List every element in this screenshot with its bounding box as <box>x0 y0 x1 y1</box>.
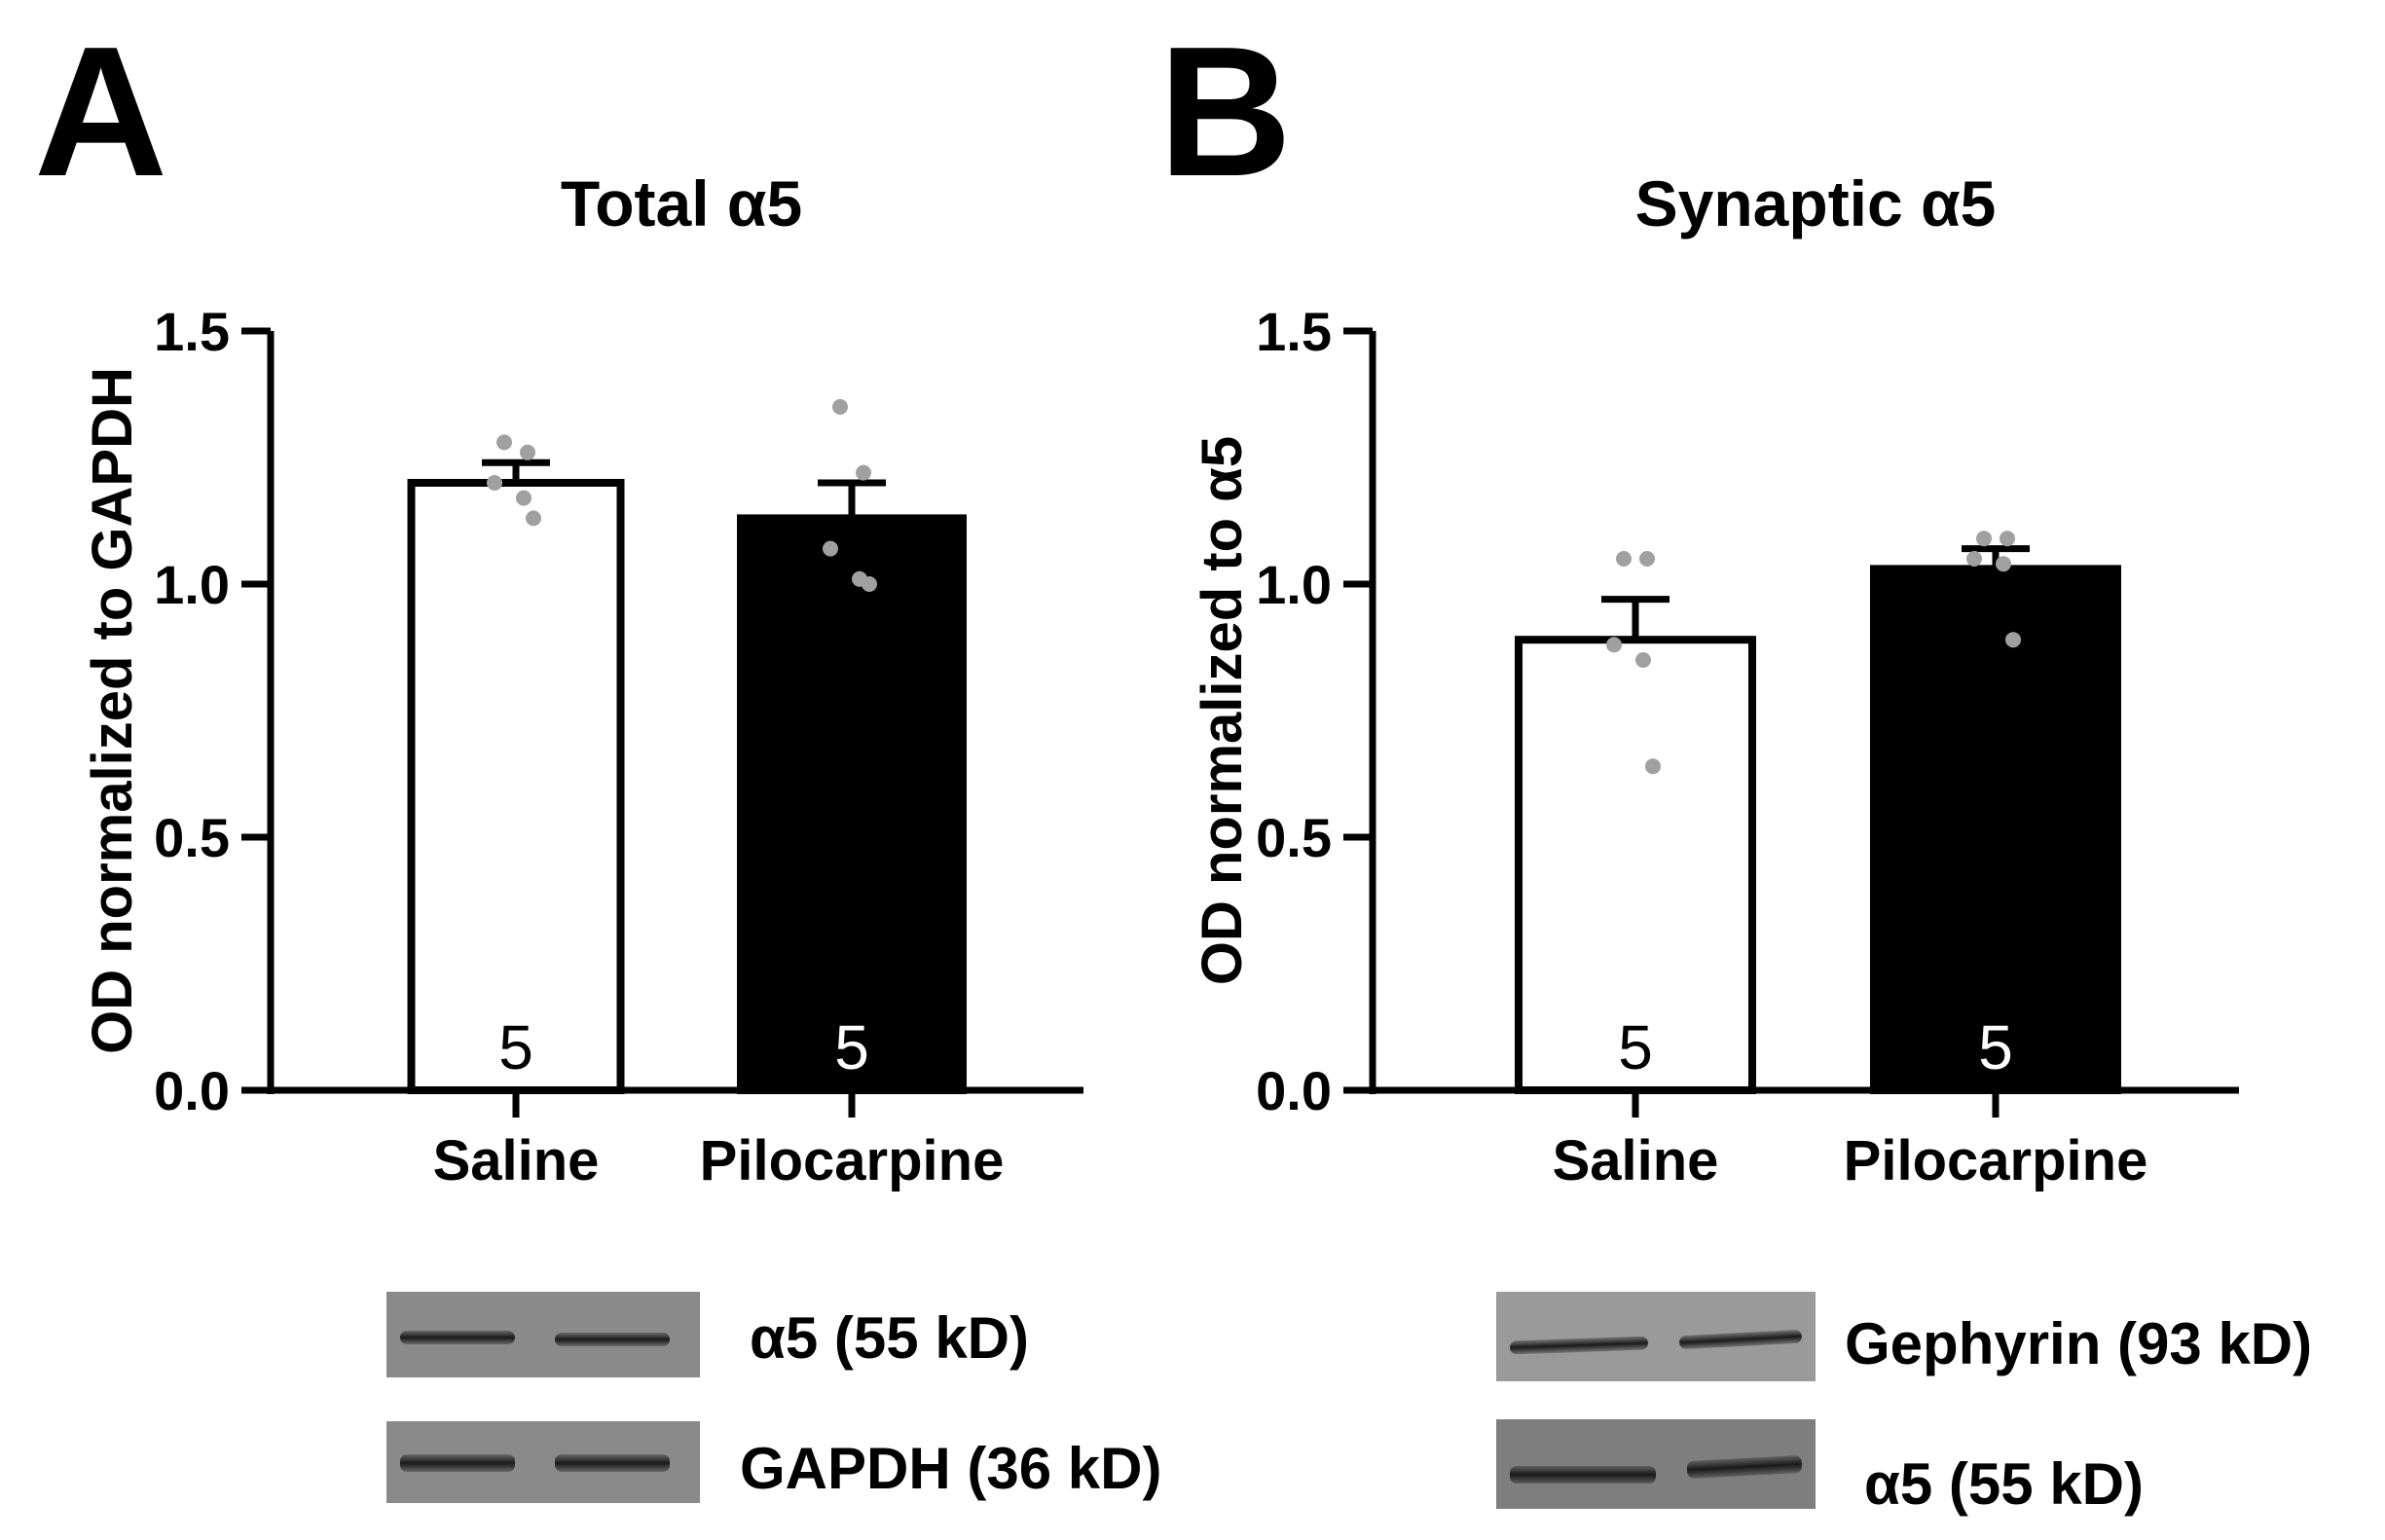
panel-a-point-1-1 <box>496 434 512 451</box>
blot-label-b-1: Gephyrin (93 kD) <box>1845 1311 2313 1376</box>
panel-a-point-1-3 <box>487 475 502 491</box>
panel-a-ytick-label-2: 1.0 <box>154 554 230 615</box>
panel-a-point-1-5 <box>526 510 541 527</box>
panel-a-bar-2 <box>737 514 967 1094</box>
blot-a-2 <box>386 1421 700 1503</box>
panel-b-point-1-3 <box>1606 637 1622 653</box>
blot-label-a-1: α5 (55 kD) <box>750 1305 1029 1371</box>
panel-b-point-1-2 <box>1639 551 1655 567</box>
panel-a-point-2-2 <box>856 464 871 481</box>
panel-b-point-1-1 <box>1616 551 1632 567</box>
panel-b-bar-2 <box>1870 565 2121 1094</box>
panel-b-category-label-1: Saline <box>1553 1129 1719 1192</box>
panel-b-ylabel: OD normalized to α5 <box>1191 436 1254 985</box>
blot-b-1 <box>1496 1292 1816 1381</box>
panel-a-point-2-5 <box>862 576 877 592</box>
panel-b-point-2-3 <box>1966 551 1982 567</box>
panel-b-ytick-label-0: 0.0 <box>1256 1060 1332 1121</box>
panel-b-ytick-label-1: 0.5 <box>1256 807 1332 868</box>
panel-b-point-2-1 <box>1976 531 1992 547</box>
blot-a-1 <box>386 1292 700 1377</box>
panel-a-point-2-1 <box>832 399 848 415</box>
panel-b-point-1-4 <box>1635 652 1651 668</box>
panel-a-bar-1 <box>407 479 625 1094</box>
panel-a-ylabel: OD normalized to GAPDH <box>81 367 144 1054</box>
blot-label-b-2: α5 (55 kD) <box>1864 1451 2144 1517</box>
panel-a-ytick-label-1: 0.5 <box>154 807 230 868</box>
blot-label-a-2: GAPDH (36 kD) <box>740 1436 1162 1501</box>
panel-b-letter: B <box>1158 9 1292 215</box>
panel-a-ytick-label-0: 0.0 <box>154 1060 230 1121</box>
panel-b-ytick-label-2: 1.0 <box>1256 554 1332 615</box>
panel-a-n-label-2: 5 <box>834 1012 869 1082</box>
panel-a-category-label-2: Pilocarpine <box>700 1129 1005 1192</box>
panel-b-n-label-2: 5 <box>1978 1012 2013 1082</box>
panel-b-point-2-2 <box>2000 531 2015 547</box>
panel-a-title: Total α5 <box>561 167 802 239</box>
panel-a-ytick-label-3: 1.5 <box>154 301 230 362</box>
panel-b-n-label-1: 5 <box>1618 1012 1653 1082</box>
panel-a-point-2-3 <box>823 540 838 557</box>
panel-a-point-1-2 <box>520 444 535 460</box>
panel-b-title: Synaptic α5 <box>1635 167 1997 239</box>
blot-b-2 <box>1496 1419 1816 1509</box>
panel-b-point-2-4 <box>1996 556 2011 572</box>
panel-b-point-2-5 <box>2005 632 2021 648</box>
panel-a-letter: A <box>34 9 167 215</box>
panel-b-category-label-2: Pilocarpine <box>1844 1129 2148 1192</box>
panel-a-category-label-1: Saline <box>433 1129 600 1192</box>
panel-a-n-label-1: 5 <box>498 1012 533 1082</box>
panel-b-ytick-label-3: 1.5 <box>1256 301 1332 362</box>
panel-b-point-1-5 <box>1645 758 1661 775</box>
panel-a-point-1-4 <box>516 490 532 506</box>
